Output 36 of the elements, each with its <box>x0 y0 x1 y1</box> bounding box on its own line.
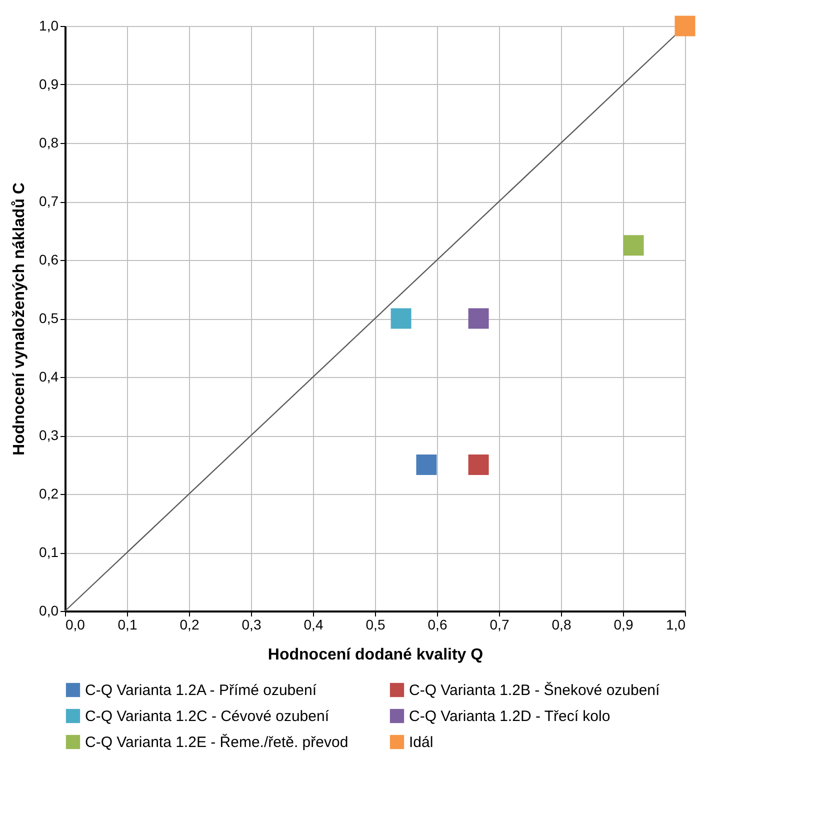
y-tick-label: 0,4 <box>39 368 59 384</box>
point <box>674 16 696 36</box>
y-tick-label: 0,6 <box>39 252 59 268</box>
point <box>623 235 644 256</box>
legend-label: C-Q Varianta 1.2B - Šnekové ozubení <box>409 681 661 699</box>
point <box>390 308 412 329</box>
y-tick-label: 0,9 <box>39 76 59 92</box>
point <box>468 454 489 475</box>
legend-label: C-Q Varianta 1.2D - Třecí kolo <box>409 708 610 725</box>
x-tick-label: 0,7 <box>490 616 510 632</box>
y-tick-label: 1,0 <box>39 18 59 34</box>
point <box>416 454 437 475</box>
legend-label: C-Q Varianta 1.2C - Cévové ozubení <box>85 708 330 725</box>
x-axis-title: Hodnocení dodané kvality Q <box>268 646 484 664</box>
x-tick-label: 1,0 <box>666 616 686 632</box>
x-tick-label: 0,3 <box>242 616 262 632</box>
x-tick-label: 0,6 <box>428 616 448 632</box>
x-tick-label: 0,8 <box>552 616 572 632</box>
y-axis-title: Hodnocení vynaložených nákladů C <box>11 182 28 456</box>
y-tick-label: 0,0 <box>39 602 59 618</box>
legend-label: C-Q Varianta 1.2E - Řeme./řetě. převod <box>85 733 348 751</box>
x-tick-label: 0,1 <box>118 616 138 632</box>
y-tick-label: 0,8 <box>39 134 59 150</box>
y-tick-label: 0,3 <box>39 427 59 443</box>
y-tick-label: 0,2 <box>39 486 59 502</box>
x-tick-label: 0,4 <box>304 616 324 632</box>
y-tick-label: 0,5 <box>39 310 59 326</box>
x-tick-label: 0,2 <box>180 616 200 632</box>
y-tick-label: 0,1 <box>39 544 59 560</box>
legend-label: C-Q Varianta 1.2A - Přímé ozubení <box>85 682 318 699</box>
point <box>468 308 489 329</box>
x-tick-label: 0,9 <box>614 616 634 632</box>
x-tick-label: 0,5 <box>366 616 386 632</box>
legend-label: Idál <box>409 734 434 751</box>
y-tick-label: 0,7 <box>39 193 59 209</box>
x-tick-label: 0,0 <box>66 616 86 632</box>
